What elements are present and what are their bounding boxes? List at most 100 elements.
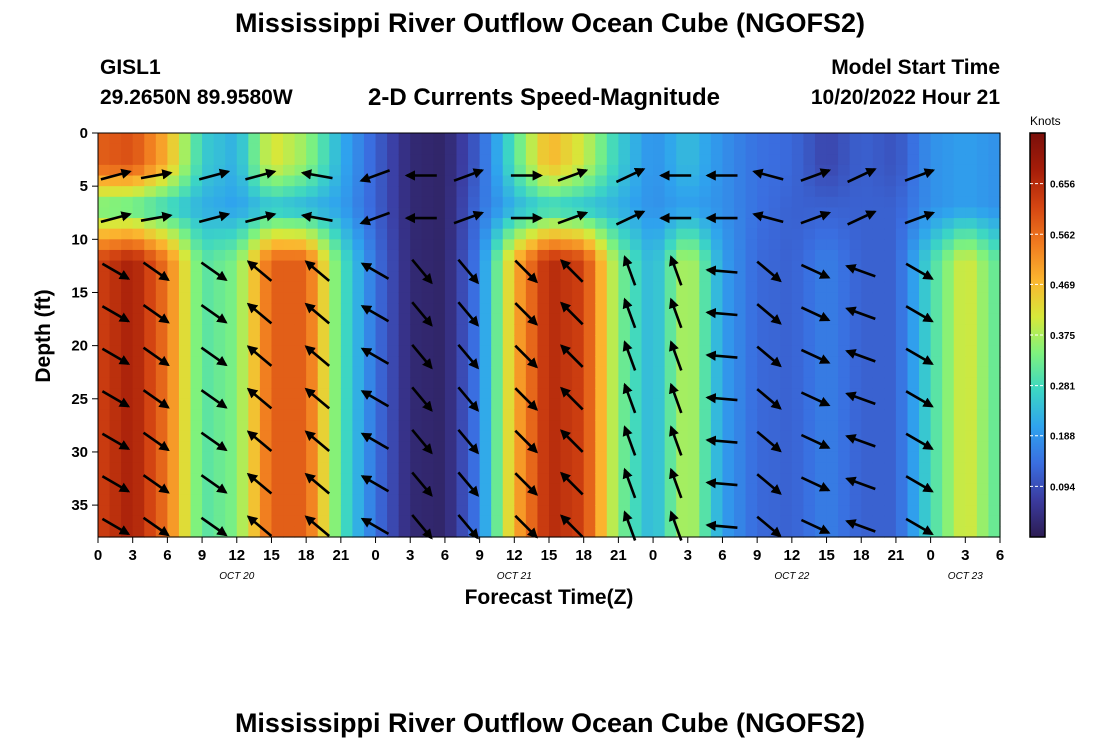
heatmap-cell	[849, 366, 862, 379]
heatmap-cell	[283, 462, 296, 474]
heatmap-cell	[306, 218, 319, 230]
heatmap-cell	[525, 164, 539, 177]
heatmap-cell	[271, 324, 284, 336]
heatmap-cell	[190, 441, 203, 453]
heatmap-cell	[121, 186, 134, 198]
heatmap-cell	[121, 345, 134, 357]
heatmap-cell	[317, 409, 330, 421]
heatmap-cell	[109, 526, 122, 538]
heatmap-cell	[352, 505, 365, 517]
heatmap-cell	[306, 335, 319, 347]
heatmap-cell	[502, 441, 515, 453]
heatmap-cell	[514, 526, 527, 538]
heatmap-cell	[907, 164, 920, 177]
heatmap-cell	[398, 430, 411, 442]
heatmap-cell	[491, 409, 504, 421]
heatmap-cell	[306, 228, 319, 240]
heatmap-cell	[549, 377, 562, 389]
heatmap-cell	[560, 249, 573, 262]
heatmap-cell	[167, 260, 180, 272]
heatmap-cell	[595, 303, 608, 315]
heatmap-cell	[653, 441, 666, 453]
heatmap-cell	[178, 260, 192, 272]
heatmap-cell	[375, 494, 388, 506]
heatmap-cell	[734, 494, 747, 506]
heatmap-cell	[317, 388, 330, 400]
heatmap-cell	[155, 175, 168, 187]
heatmap-cell	[456, 164, 469, 177]
heatmap-cell	[803, 260, 816, 272]
heatmap-cell	[236, 133, 249, 145]
heatmap-cell	[583, 409, 596, 421]
heatmap-cell	[444, 143, 458, 155]
heatmap-cell	[907, 430, 920, 442]
heatmap-cell	[919, 462, 932, 474]
current-vector-arrow	[560, 514, 584, 538]
heatmap-cell	[895, 207, 909, 219]
heatmap-cell	[98, 526, 111, 538]
heatmap-cell	[525, 281, 539, 294]
heatmap-cell	[479, 505, 492, 517]
heatmap-cell	[595, 154, 608, 166]
heatmap-cell	[178, 313, 192, 325]
current-vector-arrow	[615, 168, 646, 184]
heatmap-cell	[491, 228, 504, 240]
heatmap-cell	[479, 526, 492, 538]
heatmap-cell	[687, 377, 700, 389]
heatmap-cell	[410, 483, 423, 496]
heatmap-cell	[132, 303, 145, 315]
heatmap-cell	[734, 515, 747, 527]
heatmap-cell	[178, 377, 192, 389]
heatmap-cell	[398, 420, 411, 432]
current-vector-arrow	[245, 211, 277, 224]
heatmap-cell	[884, 388, 897, 400]
heatmap-cell	[340, 515, 354, 527]
heatmap-cell	[780, 441, 793, 453]
heatmap-cell	[444, 441, 458, 453]
heatmap-cell	[930, 462, 943, 474]
heatmap-cell	[155, 366, 168, 379]
heatmap-cell	[109, 260, 122, 272]
heatmap-cell	[641, 451, 654, 464]
heatmap-cell	[98, 505, 111, 517]
heatmap-cell	[132, 196, 145, 209]
x-tick-label: 9	[753, 547, 761, 564]
heatmap-cell	[514, 239, 527, 251]
current-vector-arrow	[140, 211, 173, 222]
heatmap-cell	[976, 292, 990, 304]
heatmap-cell	[953, 377, 966, 389]
current-vector-arrow	[669, 255, 683, 286]
heatmap-cell	[572, 462, 585, 474]
heatmap-cell	[398, 356, 411, 368]
heatmap-cell	[699, 473, 712, 485]
heatmap-cell	[988, 271, 1001, 283]
heatmap-cell	[791, 420, 805, 432]
heatmap-cell	[942, 483, 955, 496]
heatmap-cell	[838, 335, 851, 347]
current-vector-arrow	[756, 345, 782, 368]
heatmap-cell	[676, 218, 689, 230]
heatmap-cell	[722, 409, 735, 421]
current-vector-arrow	[800, 518, 831, 534]
current-vector-arrow	[905, 347, 934, 365]
heatmap-cell	[884, 196, 897, 209]
heatmap-cell	[745, 186, 758, 198]
heatmap-cell	[167, 377, 180, 389]
heatmap-cell	[942, 473, 955, 485]
heatmap-cell	[225, 154, 238, 166]
heatmap-cell	[595, 207, 608, 219]
heatmap-cell	[202, 218, 215, 230]
heatmap-cell	[317, 260, 330, 272]
x-tick-label: 9	[475, 547, 483, 564]
heatmap-cell	[595, 175, 608, 187]
heatmap-cell	[271, 356, 284, 368]
heatmap-cell	[849, 377, 862, 389]
heatmap-cell	[375, 218, 388, 230]
heatmap-cell	[236, 260, 249, 272]
heatmap-cell	[583, 366, 596, 379]
heatmap-cell	[942, 164, 955, 177]
heatmap-cell	[468, 335, 481, 347]
heatmap-cell	[965, 366, 978, 379]
heatmap-cell	[814, 303, 828, 315]
heatmap-cell	[872, 303, 885, 315]
